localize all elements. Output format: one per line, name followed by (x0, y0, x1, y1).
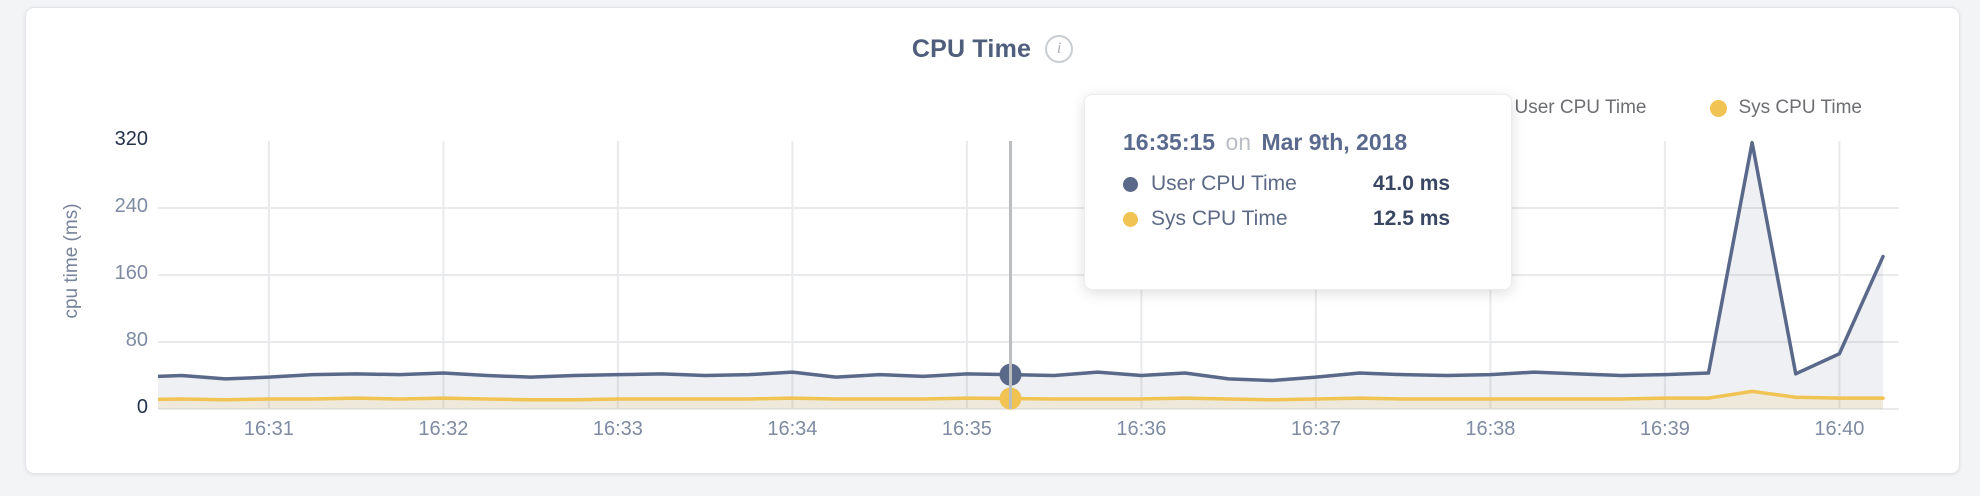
user-series-dot-icon (1123, 176, 1138, 192)
hover-marker (999, 141, 1022, 410)
chart-plot-area[interactable]: 0 80 160 240 320 16:31 16:32 16:33 16:34 16:35 16:… (26, 8, 1959, 473)
tooltip-time: 16:35:15 (1123, 129, 1216, 155)
y-tick-label: 320 (114, 128, 148, 150)
x-tick-label: 16:31 (243, 418, 294, 440)
legend-label-sys: Sys CPU Time (1738, 97, 1862, 118)
tooltip-value-sys: 12.5 ms (1373, 207, 1451, 230)
x-tick-label: 16:38 (1465, 418, 1516, 440)
info-icon[interactable]: i (1045, 35, 1074, 63)
x-tick-label: 16:33 (592, 418, 643, 440)
y-tick-label: 0 (136, 396, 148, 418)
sys-series-dot-icon (1710, 99, 1728, 117)
y-tick-label: 240 (114, 195, 148, 217)
chart-legend: User CPU Time Sys CPU Time (1486, 96, 1862, 120)
tooltip-connector: on (1225, 129, 1252, 155)
tooltip-row-sys: Sys CPU Time 12.5 ms (1123, 207, 1511, 231)
x-tick-label: 16:37 (1290, 418, 1341, 440)
y-tick-label: 160 (114, 262, 148, 284)
chart-title: CPU Time (911, 34, 1032, 63)
legend-label-user: User CPU Time (1514, 97, 1647, 118)
x-tick-label: 16:36 (1116, 418, 1167, 440)
y-tick-label: 80 (125, 329, 148, 351)
x-tick-label: 16:39 (1639, 418, 1690, 440)
cpu-time-card: CPU Time i User CPU Time Sys CPU Time 0 8… (25, 7, 1960, 474)
tooltip-label-sys: Sys CPU Time (1151, 207, 1288, 230)
tooltip-header: 16:35:15 on Mar 9th, 2018 (1123, 129, 1511, 156)
legend-item-sys[interactable]: Sys CPU Time (1710, 97, 1862, 119)
area-user-cpu-time (158, 142, 1883, 409)
chart-tooltip: 16:35:15 on Mar 9th, 2018 User CPU Time … (1084, 94, 1512, 290)
tooltip-label-user: User CPU Time (1151, 172, 1297, 195)
x-tick-label: 16:34 (767, 418, 818, 440)
tooltip-row-user: User CPU Time 41.0 ms (1123, 172, 1511, 196)
chart-svg[interactable] (26, 8, 1961, 475)
y-axis-title: cpu time (ms) (61, 203, 82, 319)
gridlines (158, 141, 1899, 410)
x-tick-label: 16:35 (941, 418, 992, 440)
sys-series-dot-icon (1123, 211, 1138, 227)
x-tick-label: 16:32 (418, 418, 469, 440)
x-tick-label: 16:40 (1814, 418, 1865, 440)
tooltip-value-user: 41.0 ms (1373, 172, 1451, 195)
tooltip-date: Mar 9th, 2018 (1261, 129, 1408, 155)
card-header: CPU Time i (26, 32, 1959, 66)
